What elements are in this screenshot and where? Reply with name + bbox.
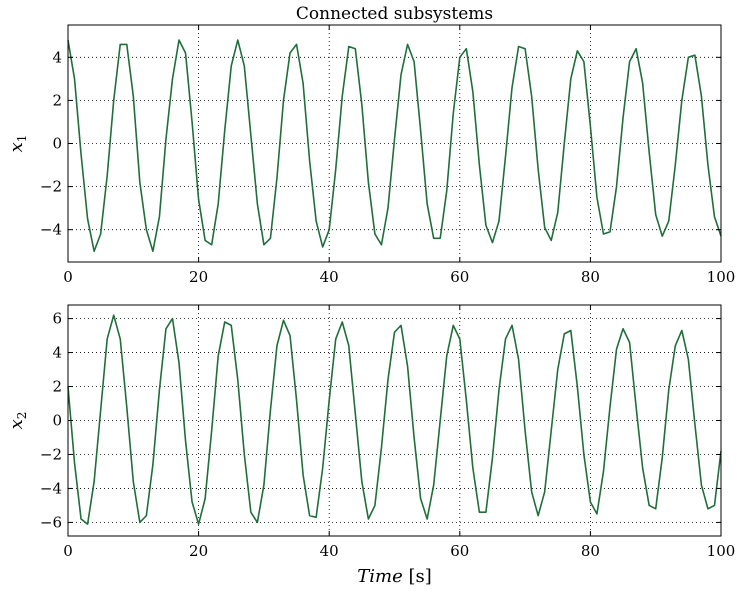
y-tick-label: −6: [40, 513, 62, 531]
x-tick-label: 0: [63, 268, 73, 286]
y-axis-label-main: x: [6, 142, 27, 152]
x-tick-label: 60: [450, 542, 469, 560]
y-axis-label-main: x: [6, 419, 27, 429]
y-tick-label: −4: [40, 479, 62, 497]
y-axis-label-subscript: 1: [15, 135, 29, 143]
chart-title: Connected subsystems: [296, 4, 493, 24]
x-tick-label: 20: [189, 268, 208, 286]
series-line-1: [67, 39, 722, 253]
y-axis-label-subscript: 2: [15, 412, 29, 420]
y-tick-label: −2: [40, 445, 62, 463]
x-tick-label: 80: [581, 268, 600, 286]
x-axis-label-unit: [s]: [408, 566, 431, 587]
y-tick-label: 2: [52, 91, 62, 109]
subplot-1: 0 20 40 60 80 100 −4 −2 0 2 4 Connected subsystems x…: [6, 4, 735, 286]
x-tick-label: 40: [320, 542, 339, 560]
x-tick-label: 100: [707, 268, 736, 286]
x-tick-label: 0: [63, 542, 73, 560]
y-axis-label: x2: [6, 412, 29, 430]
x-tick-label: 100: [707, 542, 736, 560]
y-tick-label: 6: [52, 310, 62, 328]
x-tick-label: 60: [450, 268, 469, 286]
x-tick-label: 40: [320, 268, 339, 286]
plot-frame: [67, 304, 722, 537]
x-tick-label: 20: [189, 542, 208, 560]
y-tick-label: 4: [52, 48, 62, 66]
y-tick-label: 4: [52, 344, 62, 362]
y-tick-label: 2: [52, 378, 62, 396]
y-tick-label: −4: [40, 221, 62, 239]
y-axis-label: x1: [6, 135, 29, 153]
series-line-1: [67, 314, 722, 525]
x-tick-label: 80: [581, 542, 600, 560]
x-axis-label-word: Time: [357, 566, 408, 587]
x-axis-label: Time [s]: [357, 566, 432, 587]
y-tick-label: 0: [52, 135, 62, 153]
y-tick-label: −2: [40, 178, 62, 196]
y-tick-label: 0: [52, 412, 62, 430]
